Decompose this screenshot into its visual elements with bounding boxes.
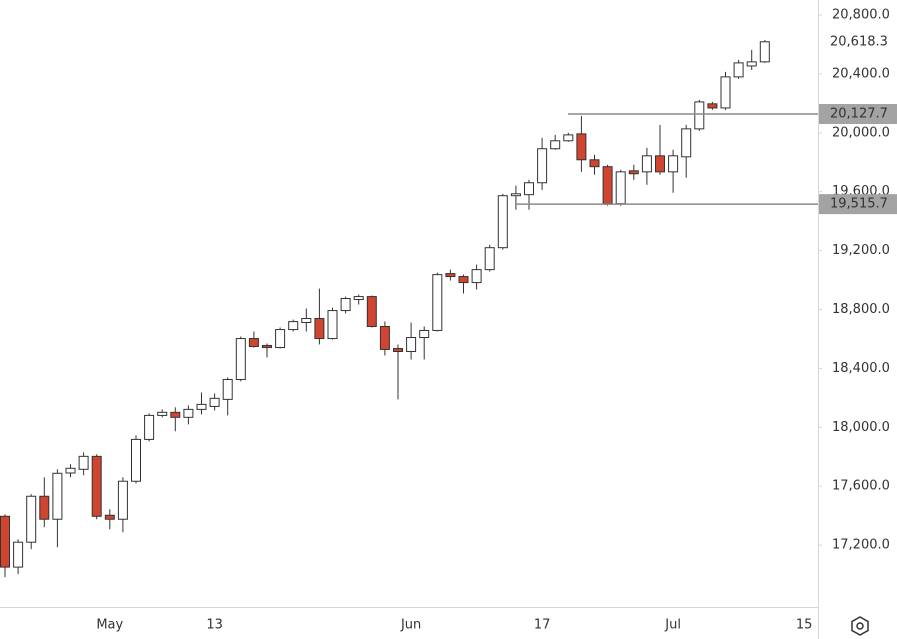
y-tick-label: 20,000.0 — [832, 125, 890, 140]
candle-body — [262, 344, 272, 349]
candle-body — [275, 329, 286, 349]
candle-body — [694, 101, 705, 130]
axis-labels: 17,200.0 17,600.0 18,000.0 18,400.0 18,800.0… — [96, 8, 897, 633]
candle-body — [720, 76, 731, 109]
candle-body — [301, 318, 312, 323]
x-tick-label: 17 — [534, 618, 551, 633]
candle-body — [104, 514, 115, 520]
last-price-box — [819, 31, 897, 52]
candle-body — [419, 329, 430, 339]
candle-body — [340, 297, 351, 312]
y-tick-label: 19,200.0 — [832, 243, 890, 258]
candle-body — [209, 397, 220, 407]
candle-body — [746, 61, 757, 67]
candle-body — [235, 338, 246, 380]
candle-body — [157, 411, 168, 416]
candle-body — [0, 515, 10, 568]
candle-body — [524, 182, 534, 196]
y-tick-label: 20,800.0 — [832, 8, 890, 23]
candle-body — [759, 41, 770, 63]
candle-body — [615, 171, 626, 205]
candle-body — [91, 455, 102, 517]
candle-body — [537, 148, 548, 184]
candle-body — [550, 140, 561, 150]
candle-body — [196, 403, 207, 410]
price-line-label-box — [819, 194, 897, 215]
candle-body — [655, 155, 665, 173]
x-tick-label: Jul — [664, 618, 681, 633]
candle-body — [641, 155, 652, 173]
candle-body — [353, 296, 364, 301]
settings-icon[interactable] — [851, 616, 869, 636]
candle-body — [131, 438, 141, 482]
candle-body — [314, 318, 325, 340]
y-tick-label: 18,000.0 — [832, 420, 890, 435]
price-line-label: 19,515.7 — [830, 197, 888, 212]
candle-body — [248, 338, 259, 347]
y-tick-label: 18,800.0 — [832, 302, 890, 317]
candle-body — [458, 276, 469, 284]
x-tick-label: Jun — [400, 618, 421, 633]
y-tick-label: 17,200.0 — [832, 538, 890, 553]
candle-body — [497, 195, 508, 249]
last-price-label: 20,618.3 — [830, 34, 888, 49]
candle-body — [52, 472, 63, 520]
candle-body — [170, 411, 181, 418]
candle-body — [484, 247, 495, 271]
candle-body — [471, 269, 482, 284]
candle-body — [681, 128, 692, 158]
price-line-label-box — [819, 104, 897, 125]
candle-body — [327, 310, 338, 340]
plot-area — [0, 40, 818, 578]
y-tick-label: 17,600.0 — [832, 479, 890, 494]
candle-body — [445, 273, 456, 278]
candle-body — [366, 296, 377, 327]
candle-body — [576, 133, 587, 161]
candle-body — [406, 337, 417, 353]
candle-body — [628, 170, 639, 175]
y-tick-label: 18,400.0 — [832, 361, 890, 376]
candle-body — [707, 103, 718, 109]
candle-body — [78, 455, 89, 470]
candle-body — [222, 378, 233, 400]
candle-body — [26, 495, 37, 543]
candle-body — [589, 159, 600, 168]
candle-body — [733, 62, 744, 78]
y-tick-label: 20,400.0 — [832, 66, 890, 81]
candle-body — [432, 274, 443, 331]
candle-body — [379, 325, 390, 350]
candle-body — [117, 480, 128, 520]
x-tick-label: May — [96, 618, 123, 633]
candle-body — [668, 155, 679, 173]
candle-body — [183, 408, 194, 418]
candle-body — [393, 348, 403, 353]
candle-body — [144, 414, 155, 440]
candle-body — [602, 166, 613, 205]
candle-body — [510, 193, 521, 197]
candle-body — [13, 541, 24, 568]
candle-body — [563, 134, 574, 142]
candle-body — [288, 321, 299, 331]
candle-body — [39, 495, 50, 520]
price-line-label: 20,127.7 — [830, 107, 888, 122]
x-tick-label: 13 — [206, 618, 223, 633]
x-tick-label: 15 — [796, 618, 813, 633]
candle-body — [65, 467, 76, 474]
